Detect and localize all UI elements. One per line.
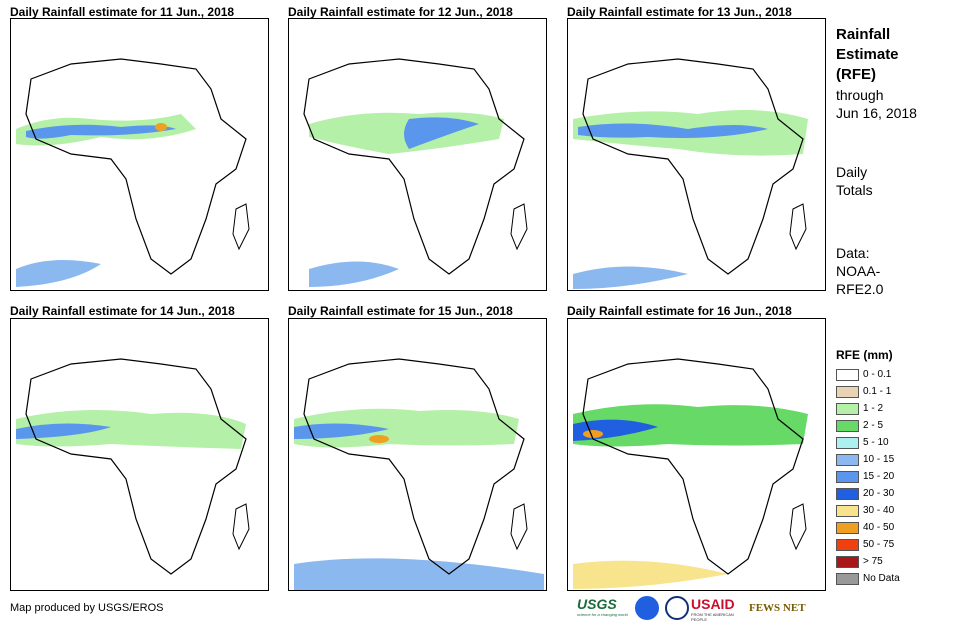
rain-south: [573, 266, 688, 289]
panel-title-3: Daily Rainfall estimate for 13 Jun., 201…: [567, 5, 792, 19]
usaid-logo: USAID FROM THE AMERICAN PEOPLE: [691, 596, 735, 622]
credit-text: Map produced by USGS/EROS: [10, 602, 164, 614]
sidebar-title: Rainfall Estimate (RFE): [836, 25, 899, 85]
rain-south: [16, 260, 101, 287]
rain-band: [294, 408, 519, 448]
africa-outline: [25, 58, 247, 275]
legend-label: 10 - 15: [863, 454, 895, 465]
usaid-seal: [665, 596, 689, 620]
legend-swatch: [836, 420, 859, 432]
madagascar: [789, 203, 807, 251]
rain-core: [294, 423, 389, 439]
legend-label: 50 - 75: [863, 539, 895, 550]
totals-label: Totals: [836, 182, 873, 198]
rain-peak: [583, 430, 603, 438]
legend-swatch: [836, 386, 859, 398]
panel-title-1: Daily Rainfall estimate for 11 Jun., 201…: [10, 5, 235, 19]
legend-swatch: [836, 454, 859, 466]
legend-label: No Data: [863, 573, 900, 584]
legend-swatch: [836, 505, 859, 517]
legend-title: RFE (mm): [836, 348, 893, 362]
fewsnet-logo: FEWS NET: [749, 602, 806, 614]
rain-peak: [155, 123, 167, 131]
rainfall-map-3: [567, 18, 826, 291]
legend-swatch: [836, 488, 859, 500]
legend-item: 30 - 40: [836, 505, 894, 517]
rainfall-map-2: [288, 18, 547, 291]
title-line3: (RFE): [836, 66, 876, 83]
africa-outline: [582, 58, 804, 275]
madagascar: [789, 503, 807, 551]
legend-swatch: [836, 522, 859, 534]
through-date: Jun 16, 2018: [836, 105, 917, 121]
legend-label: 1 - 2: [863, 403, 884, 414]
rain-south: [573, 560, 728, 589]
rain-core: [26, 124, 176, 139]
legend-swatch: [836, 573, 859, 585]
legend-swatch: [836, 556, 859, 568]
legend-item: 10 - 15: [836, 454, 894, 466]
rainfall-map-5: [288, 318, 547, 591]
noaa-logo: [635, 596, 659, 620]
legend-label: 5 - 10: [863, 437, 889, 448]
rain-south: [294, 558, 544, 590]
rainfall-map-1: [10, 18, 269, 291]
rain-south: [309, 261, 399, 287]
legend-label: > 75: [863, 556, 883, 567]
title-line1: Rainfall: [836, 26, 891, 43]
data-source-2: RFE2.0: [836, 281, 884, 297]
legend-label: 40 - 50: [863, 522, 895, 533]
legend-label: 30 - 40: [863, 505, 895, 516]
africa-outline: [303, 358, 525, 575]
through-label: through: [836, 87, 884, 103]
legend-item: 40 - 50: [836, 522, 894, 534]
rain-band: [16, 410, 246, 449]
legend-swatch: [836, 369, 859, 381]
legend-item: > 75: [836, 556, 883, 568]
rainfall-map-4: [10, 318, 269, 591]
legend-swatch: [836, 403, 859, 415]
rainfall-map-6: [567, 318, 826, 591]
legend-label: 2 - 5: [863, 420, 884, 431]
madagascar: [232, 503, 250, 551]
panel-title-2: Daily Rainfall estimate for 12 Jun., 201…: [288, 5, 513, 19]
panel-title-6: Daily Rainfall estimate for 16 Jun., 201…: [567, 304, 792, 318]
rain-core: [578, 123, 768, 138]
legend-label: 20 - 30: [863, 488, 895, 499]
rain-core: [16, 423, 111, 439]
legend-item: 0.1 - 1: [836, 386, 891, 398]
africa-outline: [25, 358, 247, 575]
madagascar: [510, 503, 528, 551]
legend-item: 1 - 2: [836, 403, 883, 415]
legend-swatch: [836, 471, 859, 483]
logos: USGS science for a changing world USAID …: [577, 596, 827, 622]
legend-item: 50 - 75: [836, 539, 894, 551]
legend-item: 15 - 20: [836, 471, 894, 483]
rain-core: [404, 117, 479, 149]
legend-label: 0 - 0.1: [863, 369, 892, 380]
madagascar: [232, 203, 250, 251]
africa-outline: [582, 358, 804, 575]
daily-label: Daily: [836, 164, 868, 180]
madagascar: [510, 203, 528, 251]
legend-label: 0.1 - 1: [863, 386, 892, 397]
title-line2: Estimate: [836, 46, 899, 63]
data-label: Data:: [836, 245, 870, 261]
legend-item: 5 - 10: [836, 437, 889, 449]
usgs-logo: USGS science for a changing world: [577, 596, 628, 617]
africa-outline: [303, 58, 525, 275]
rain-band: [573, 404, 808, 447]
panel-title-5: Daily Rainfall estimate for 15 Jun., 201…: [288, 304, 513, 318]
panel-title-4: Daily Rainfall estimate for 14 Jun., 201…: [10, 304, 235, 318]
legend-item: 20 - 30: [836, 488, 894, 500]
legend-swatch: [836, 539, 859, 551]
legend-item: No Data: [836, 573, 900, 585]
legend-item: 2 - 5: [836, 420, 883, 432]
rain-peak: [369, 435, 389, 443]
legend-label: 15 - 20: [863, 471, 895, 482]
legend-swatch: [836, 437, 859, 449]
data-source-1: NOAA-: [836, 263, 881, 279]
legend-item: 0 - 0.1: [836, 369, 891, 381]
